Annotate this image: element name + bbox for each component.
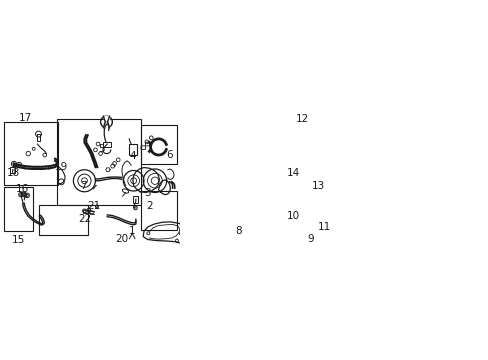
Bar — [133, 196, 138, 203]
Bar — [4, 122, 58, 185]
Text: 2: 2 — [146, 201, 152, 211]
Bar — [57, 119, 141, 204]
Text: 9: 9 — [307, 234, 314, 244]
Text: 10: 10 — [286, 211, 300, 221]
Text: 21: 21 — [87, 201, 101, 211]
Bar — [141, 125, 177, 164]
Text: 12: 12 — [295, 114, 308, 125]
Text: 18: 18 — [7, 168, 20, 177]
Text: 4: 4 — [129, 151, 136, 161]
Text: 14: 14 — [286, 168, 299, 179]
Bar — [128, 144, 137, 155]
Bar — [141, 191, 177, 230]
Text: 13: 13 — [311, 180, 325, 190]
Text: 6: 6 — [166, 150, 173, 160]
Bar — [10, 167, 15, 174]
Bar — [37, 134, 41, 141]
Text: 11: 11 — [317, 222, 330, 232]
Text: 20: 20 — [115, 234, 128, 244]
Bar — [39, 205, 88, 235]
Text: 8: 8 — [235, 226, 242, 236]
Text: 5: 5 — [98, 144, 105, 154]
Bar — [4, 187, 33, 231]
Text: 19: 19 — [55, 162, 68, 172]
Text: 22: 22 — [78, 213, 91, 224]
Text: 15: 15 — [12, 235, 25, 245]
Text: 7: 7 — [80, 180, 86, 190]
Text: 3: 3 — [144, 188, 151, 198]
Bar — [102, 142, 111, 147]
Text: 16: 16 — [15, 184, 29, 194]
Text: 17: 17 — [19, 113, 32, 122]
Text: 1: 1 — [129, 226, 135, 237]
